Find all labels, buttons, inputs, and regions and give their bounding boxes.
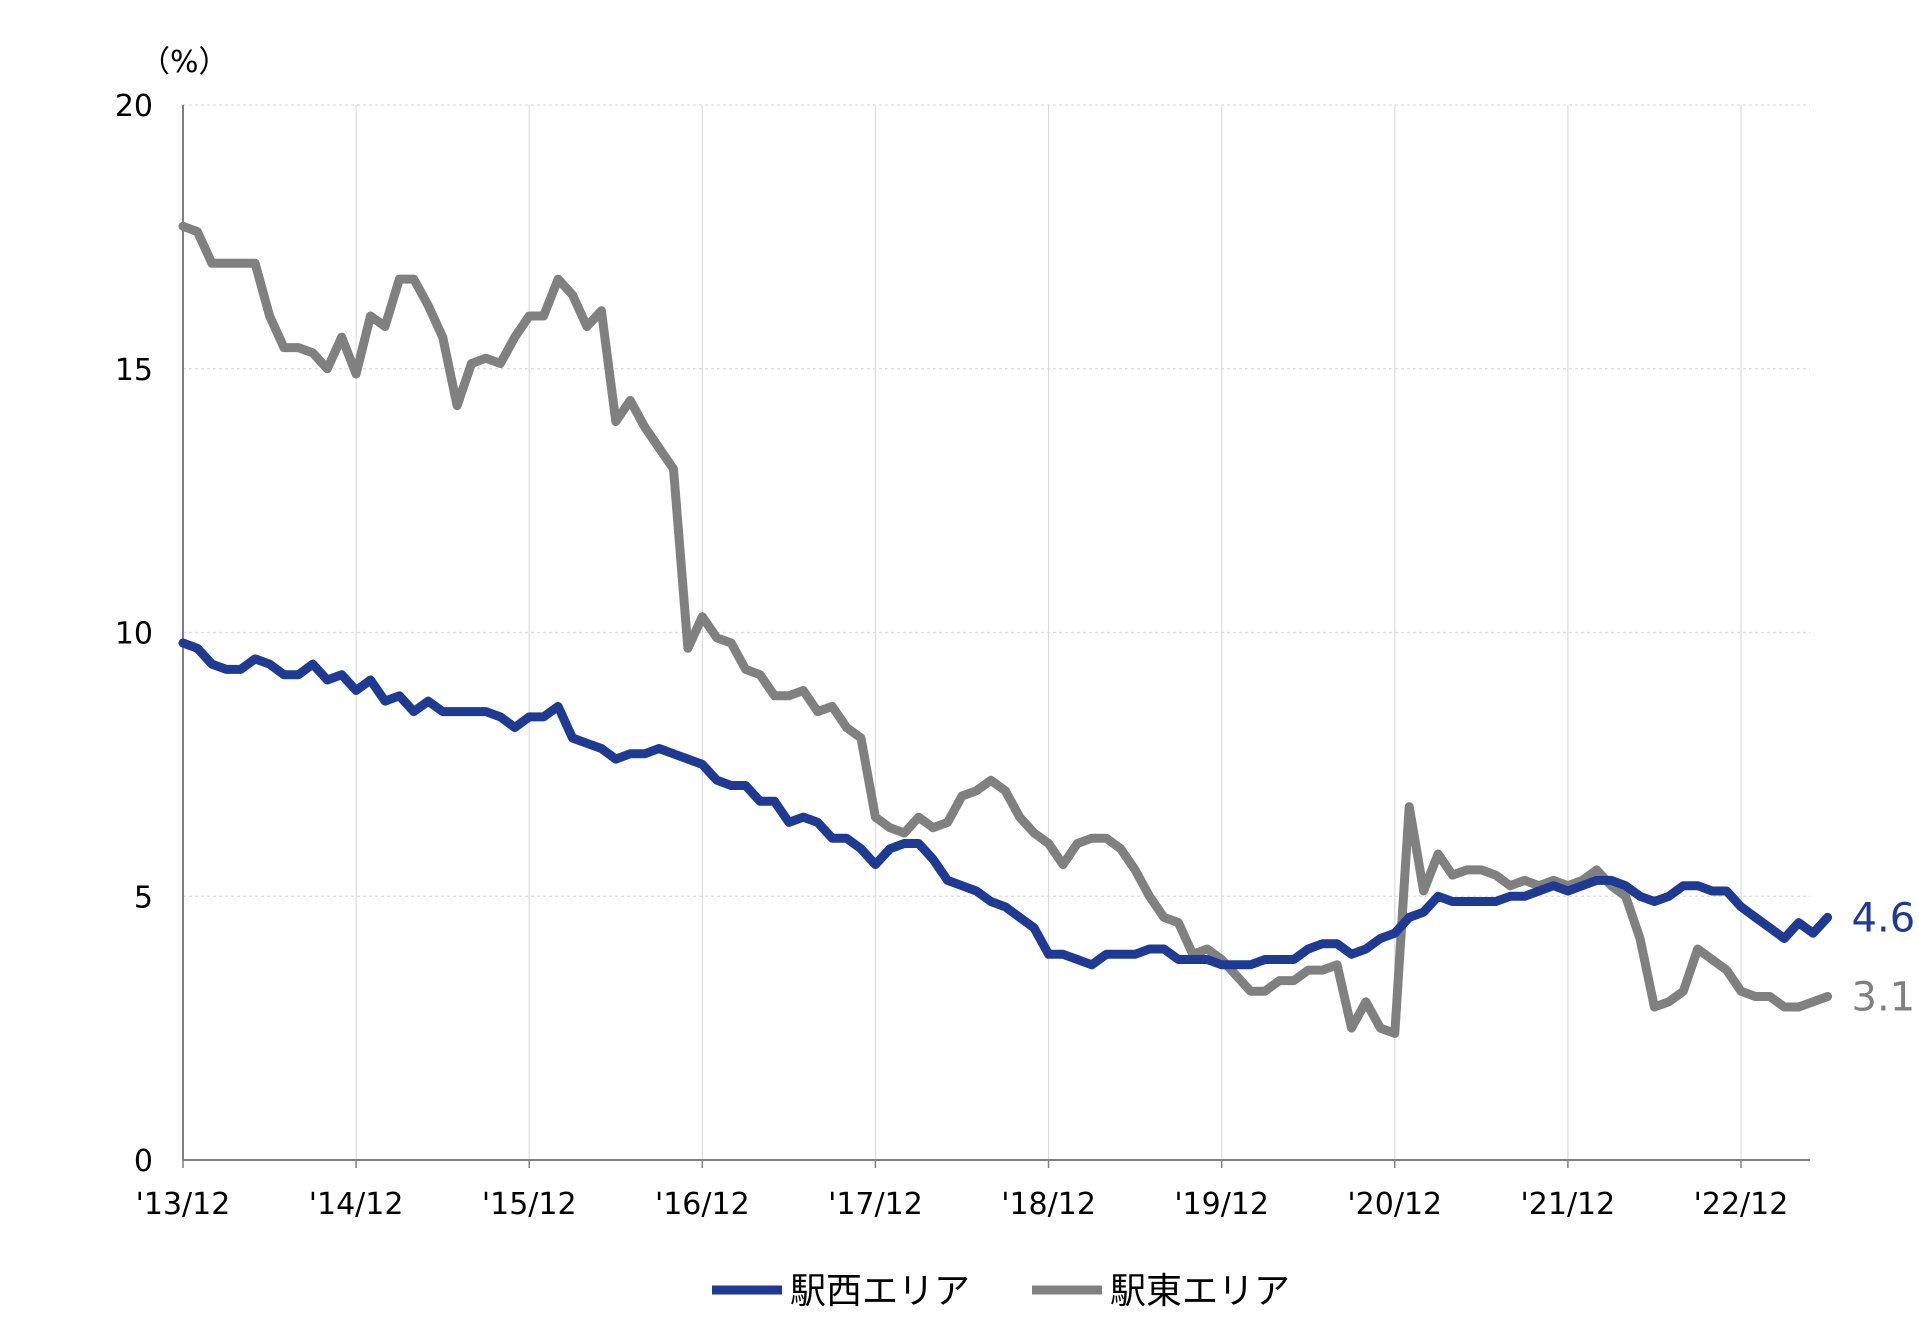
x-tick-label: '16/12 xyxy=(655,1187,750,1222)
y-tick-label: 5 xyxy=(134,880,153,915)
y-axis-ticks: 0 5 10 15 20 xyxy=(115,89,153,1179)
series-line xyxy=(178,221,1833,1038)
legend: 駅西エリア 駅東エリア xyxy=(712,1271,1290,1312)
x-tick-label: '13/12 xyxy=(136,1187,231,1222)
legend-label: 駅東エリア xyxy=(1110,1271,1290,1312)
series-end-label: 4.6 xyxy=(1852,895,1916,941)
y-axis-unit-label: （%） xyxy=(140,45,229,80)
x-tick-label: '18/12 xyxy=(1001,1187,1096,1222)
y-tick-label: 15 xyxy=(115,353,153,388)
x-tick-label: '22/12 xyxy=(1694,1187,1789,1222)
x-tick-label: '20/12 xyxy=(1347,1187,1442,1222)
series-lines xyxy=(178,221,1833,1038)
series-end-labels: 4.6 3.1 xyxy=(1852,895,1916,1020)
x-tick-label: '21/12 xyxy=(1521,1187,1616,1222)
y-tick-label: 0 xyxy=(134,1144,153,1179)
series-line xyxy=(178,638,1833,970)
x-tick-label: '19/12 xyxy=(1174,1187,1269,1222)
x-tick-label: '17/12 xyxy=(828,1187,923,1222)
axes xyxy=(182,105,1810,1168)
legend-label: 駅西エリア xyxy=(790,1271,970,1312)
y-tick-label: 20 xyxy=(115,89,153,124)
series-end-label: 3.1 xyxy=(1852,974,1916,1020)
x-tick-label: '15/12 xyxy=(482,1187,577,1222)
x-axis-ticks: '13/12 '14/12 '15/12 '16/12 '17/12 '18/12 '19/… xyxy=(136,1187,1789,1222)
y-tick-label: 10 xyxy=(115,617,153,652)
x-tick-label: '14/12 xyxy=(309,1187,404,1222)
gridlines xyxy=(183,104,1810,1160)
